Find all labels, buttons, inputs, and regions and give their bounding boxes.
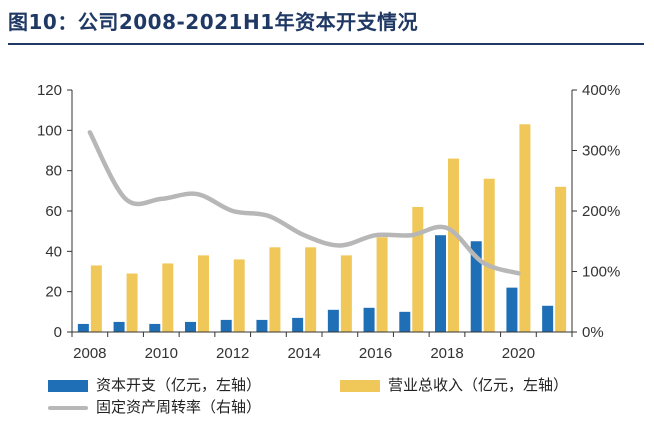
bar-capex bbox=[77, 323, 89, 332]
bar-revenue bbox=[448, 158, 459, 332]
bar-capex bbox=[256, 319, 268, 332]
y-left-tick-label: 120 bbox=[37, 82, 62, 99]
title-underline bbox=[8, 43, 644, 45]
bar-capex bbox=[542, 305, 554, 332]
bar-capex bbox=[435, 235, 446, 332]
x-tick-label: 2016 bbox=[359, 345, 392, 362]
bar-revenue bbox=[483, 178, 495, 332]
chart-title: 图10：公司2008-2021H1年资本开支情况 bbox=[8, 10, 419, 34]
bar-revenue bbox=[233, 259, 245, 332]
bar-revenue bbox=[198, 255, 209, 332]
legend-label-capex: 资本开支（亿元，左轴） bbox=[96, 376, 262, 394]
bar-revenue bbox=[90, 265, 102, 332]
y-left-tick-label: 20 bbox=[45, 284, 62, 301]
legend-item-capex: 资本开支（亿元，左轴） bbox=[48, 374, 261, 395]
x-tick-label: 2010 bbox=[145, 345, 178, 362]
y-left-tick-label: 80 bbox=[45, 163, 62, 180]
legend-swatch-capex bbox=[48, 379, 88, 392]
x-tick-label: 2018 bbox=[430, 345, 463, 362]
bar-revenue bbox=[126, 273, 138, 332]
x-tick-label: 2012 bbox=[216, 345, 249, 362]
legend-swatch-turnover bbox=[48, 405, 88, 410]
bar-revenue bbox=[519, 124, 531, 333]
bar-capex bbox=[470, 241, 482, 332]
bar-revenue bbox=[269, 247, 281, 332]
bar-revenue bbox=[340, 255, 352, 332]
y-left-tick-label: 100 bbox=[37, 122, 62, 139]
legend-item-turnover: 固定资产周转率（右轴） bbox=[48, 396, 261, 417]
bar-capex bbox=[363, 307, 375, 332]
bar-revenue bbox=[412, 206, 424, 332]
legend-item-revenue: 营业总收入（亿元，左轴） bbox=[340, 374, 568, 395]
bar-capex bbox=[185, 321, 196, 332]
y-right-tick-label: 100% bbox=[582, 264, 620, 281]
bars-group bbox=[77, 124, 567, 333]
legend-label-revenue: 营业总收入（亿元，左轴） bbox=[388, 376, 569, 394]
y-right-tick-label: 200% bbox=[582, 203, 620, 220]
bar-revenue bbox=[305, 247, 317, 332]
bar-capex bbox=[292, 317, 304, 332]
bar-capex bbox=[113, 321, 125, 332]
bar-capex bbox=[327, 309, 339, 332]
turnover-line-group bbox=[87, 130, 521, 276]
bar-revenue bbox=[162, 263, 174, 332]
bar-revenue bbox=[376, 237, 388, 332]
legend-label-turnover: 固定资产周转率（右轴） bbox=[96, 398, 262, 416]
bar-capex bbox=[506, 287, 518, 332]
legend-swatch-revenue bbox=[340, 379, 380, 392]
axes-group bbox=[67, 89, 577, 337]
ticks-group: 0 20 40 60 80 100 120 0% 100% 200% 300% 400% 2008 201… bbox=[37, 82, 620, 362]
y-left-tick-label: 40 bbox=[45, 243, 62, 260]
bar-revenue bbox=[555, 186, 567, 332]
bar-capex bbox=[220, 319, 232, 332]
bar-capex bbox=[149, 323, 161, 332]
y-left-tick-label: 0 bbox=[54, 324, 62, 341]
y-right-tick-label: 0% bbox=[582, 324, 604, 341]
y-left-tick-label: 60 bbox=[45, 203, 62, 220]
y-right-tick-label: 300% bbox=[582, 143, 620, 160]
bar-capex bbox=[399, 311, 411, 332]
x-tick-label: 2008 bbox=[73, 345, 106, 362]
x-tick-label: 2020 bbox=[502, 345, 535, 362]
y-right-tick-label: 400% bbox=[582, 82, 620, 99]
line-turnover bbox=[87, 130, 521, 276]
x-tick-label: 2014 bbox=[287, 345, 320, 362]
